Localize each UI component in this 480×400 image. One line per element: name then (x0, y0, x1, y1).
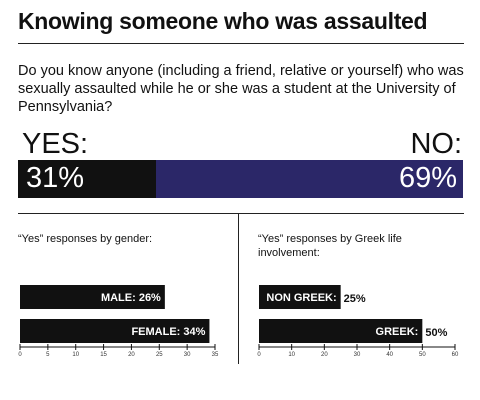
x-tick-label: 25 (156, 352, 163, 358)
no-segment: 69% (155, 160, 463, 198)
x-tick-label: 15 (100, 352, 107, 358)
bar-non-greek (259, 285, 341, 309)
bar-value-label: 50% (425, 327, 447, 339)
page-title: Knowing someone who was assaulted (18, 8, 428, 34)
column-divider (238, 214, 239, 364)
greek-chart-title: “Yes” responses by Greek life involvemen… (258, 233, 402, 259)
bar-male (20, 285, 165, 309)
x-tick-label: 30 (184, 352, 191, 358)
bar-label: FEMALE: 34% (131, 326, 205, 338)
x-tick-label: 5 (46, 352, 50, 358)
x-tick-label: 0 (18, 352, 22, 358)
bar-greek (259, 319, 423, 343)
x-tick-label: 20 (321, 352, 328, 358)
x-tick-label: 10 (72, 352, 79, 358)
title-divider (18, 43, 464, 44)
section-divider (18, 213, 464, 214)
x-tick-label: 10 (288, 352, 295, 358)
x-tick-label: 0 (257, 352, 261, 358)
x-tick-label: 30 (354, 352, 361, 358)
bar-label: NON GREEK: (266, 292, 336, 304)
yes-segment: 31% (18, 160, 156, 198)
survey-question: Do you know anyone (including a friend, … (18, 63, 464, 115)
yes-no-split-bar: 31% 69% (18, 160, 463, 198)
bar-female (20, 319, 210, 343)
x-tick-label: 35 (212, 352, 219, 358)
no-percent-label: 69% (398, 162, 457, 194)
x-tick-label: 20 (128, 352, 135, 358)
bar-label: GREEK: (376, 326, 419, 338)
bar-value-label: 25% (344, 293, 366, 305)
gender-chart-title: “Yes” responses by gender: (18, 233, 153, 245)
no-label: NO: (410, 128, 462, 160)
x-tick-label: 50 (419, 352, 426, 358)
bar-label: MALE: 26% (101, 292, 161, 304)
yes-label: YES: (22, 128, 89, 160)
x-tick-label: 40 (386, 352, 393, 358)
yes-percent-label: 31% (26, 162, 85, 194)
x-tick-label: 60 (452, 352, 459, 358)
